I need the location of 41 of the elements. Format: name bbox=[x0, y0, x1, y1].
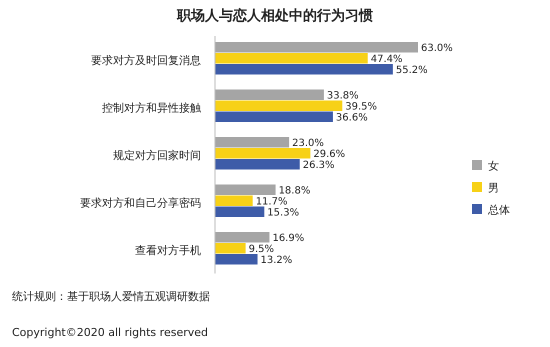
data-label: 39.5% bbox=[345, 102, 378, 112]
bar bbox=[215, 159, 300, 170]
legend-label: 女 bbox=[488, 160, 499, 172]
data-label: 11.7% bbox=[256, 196, 288, 208]
data-label: 55.2% bbox=[396, 65, 428, 76]
data-label: 47.4% bbox=[370, 54, 403, 65]
data-label: 29.6% bbox=[313, 149, 346, 160]
data-label: 63.0% bbox=[421, 43, 453, 54]
legend-label: 男 bbox=[488, 182, 499, 194]
data-label: 36.6% bbox=[336, 112, 368, 124]
data-label: 13.2% bbox=[260, 255, 292, 266]
bar bbox=[215, 53, 368, 64]
legend-label: 总体 bbox=[487, 204, 510, 216]
bar bbox=[215, 112, 333, 122]
y-tick-label: 规定对方回家时间 bbox=[113, 148, 201, 162]
bar bbox=[215, 184, 276, 195]
bar bbox=[215, 254, 258, 264]
bar bbox=[215, 64, 393, 74]
text: Copyright©2020 all rights reserved bbox=[12, 326, 208, 339]
chart-title: 职场人与恋人相处中的行为习惯 bbox=[176, 7, 373, 24]
y-tick-label: 要求对方和自己分享密码 bbox=[80, 196, 201, 210]
bar bbox=[215, 42, 418, 52]
data-label: 15.3% bbox=[267, 208, 300, 218]
data-label: 23.0% bbox=[292, 138, 324, 149]
data-label: 9.5% bbox=[248, 244, 274, 255]
bar bbox=[215, 148, 310, 158]
y-tick-label: 控制对方和异性接触 bbox=[102, 101, 201, 114]
bar bbox=[215, 196, 253, 206]
text: 统计规则：基于职场人爱情五观调研数据 bbox=[12, 290, 210, 303]
bar bbox=[215, 137, 290, 148]
data-label: 33.8% bbox=[326, 90, 359, 102]
bar bbox=[215, 100, 342, 111]
data-label: 18.8% bbox=[278, 186, 310, 196]
bar bbox=[215, 90, 324, 100]
y-tick-label: 要求对方及时回复消息 bbox=[91, 54, 201, 67]
y-tick-label: 查看对方手机 bbox=[135, 244, 201, 257]
bar bbox=[215, 243, 246, 254]
data-label: 26.3% bbox=[302, 160, 335, 171]
bar bbox=[215, 206, 264, 217]
bar bbox=[215, 232, 270, 242]
data-label: 16.9% bbox=[272, 233, 304, 244]
